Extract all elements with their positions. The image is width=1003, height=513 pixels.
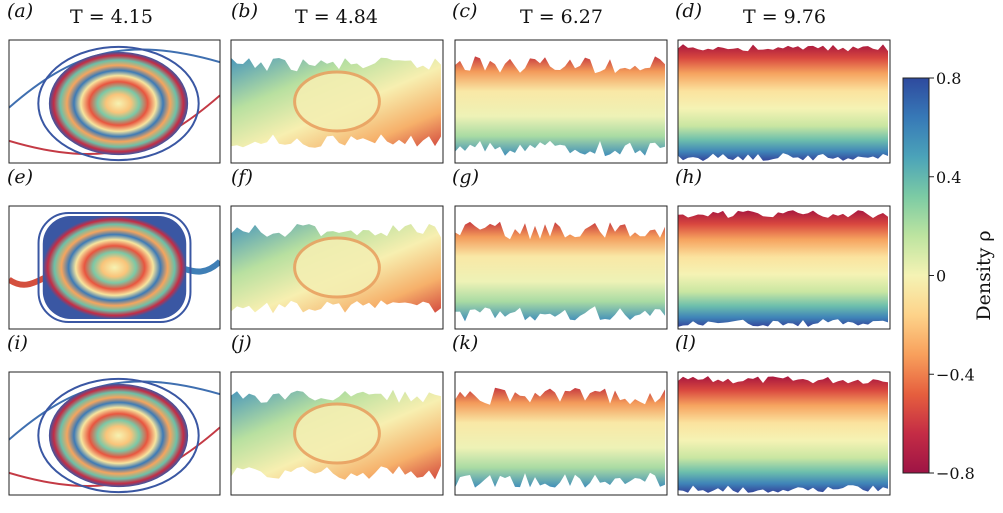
panel-label: (d) <box>675 0 702 22</box>
panel-frame <box>677 205 891 330</box>
panel-label: (k) <box>452 332 478 354</box>
panel-j: (j) <box>230 332 444 496</box>
panel-label: (a) <box>7 0 33 22</box>
panel-l: (l) <box>675 332 891 496</box>
mixing-layer <box>455 221 665 322</box>
panel-b: (b) <box>230 0 444 164</box>
stratified-layer <box>678 376 888 493</box>
panel-frame <box>230 371 444 496</box>
panel-label: (c) <box>452 0 477 22</box>
panel-h: (h) <box>675 166 891 330</box>
vortex-ring <box>37 377 200 494</box>
panel-frame <box>454 371 668 496</box>
panel-i: (i) <box>7 332 221 496</box>
mixing-layer <box>455 387 665 488</box>
panel-frame <box>677 39 891 164</box>
colorbar-tick-label: −0.4 <box>936 365 975 384</box>
panel-frame <box>230 205 444 330</box>
time-label-4: T = 9.76 <box>743 6 826 28</box>
stratified-layer <box>678 210 888 327</box>
stratified-layer <box>678 44 888 162</box>
billow-core <box>293 402 381 465</box>
panel-f: (f) <box>230 166 444 330</box>
vortex-ring <box>37 212 192 323</box>
colorbar-tick-label: 0.8 <box>936 69 961 88</box>
panel-label: (h) <box>675 166 702 188</box>
panel-frame <box>454 205 668 330</box>
colorbar-label: Density ρ <box>973 230 995 320</box>
panel-label: (j) <box>231 332 252 354</box>
billow-core <box>293 70 381 133</box>
panel-label: (f) <box>231 166 253 188</box>
time-label-1: T = 4.15 <box>70 6 153 28</box>
panel-k: (k) <box>452 332 668 496</box>
panel-label: (b) <box>231 0 258 22</box>
panel-a: (a) <box>7 0 221 164</box>
panel-frame <box>454 39 668 164</box>
panel-frame <box>8 39 221 164</box>
panel-label: (i) <box>7 332 28 354</box>
panel-label: (e) <box>7 166 33 188</box>
vortex-core <box>48 51 189 156</box>
colorbar: 0.8 0.4 0 −0.4 −0.8 Density ρ <box>902 69 995 483</box>
panel-frame <box>8 205 221 330</box>
time-label-2: T = 4.84 <box>295 6 378 28</box>
vortex-core <box>42 216 187 319</box>
panel-label: (l) <box>675 332 696 354</box>
panel-label: (g) <box>452 166 479 188</box>
colorbar-tick-label: 0.4 <box>936 168 961 187</box>
billow-core <box>293 236 381 299</box>
panel-d: (d) <box>675 0 891 164</box>
panel-frame <box>677 371 891 496</box>
panel-frame <box>8 371 221 496</box>
time-label-3: T = 6.27 <box>520 6 603 28</box>
colorbar-tick-label: 0 <box>936 267 946 286</box>
panel-e: (e) <box>7 166 221 330</box>
colorbar-gradient <box>902 77 930 474</box>
panel-c: (c) <box>452 0 668 164</box>
mixing-layer <box>455 56 665 157</box>
colorbar-tick-label: −0.8 <box>936 464 975 483</box>
vortex-core <box>48 383 189 488</box>
panel-g: (g) <box>452 166 668 330</box>
panel-frame <box>230 39 444 164</box>
vortex-ring <box>37 45 200 162</box>
